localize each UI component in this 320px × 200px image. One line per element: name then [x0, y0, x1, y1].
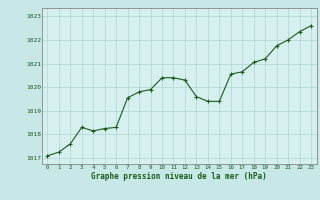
X-axis label: Graphe pression niveau de la mer (hPa): Graphe pression niveau de la mer (hPa)	[91, 172, 267, 181]
